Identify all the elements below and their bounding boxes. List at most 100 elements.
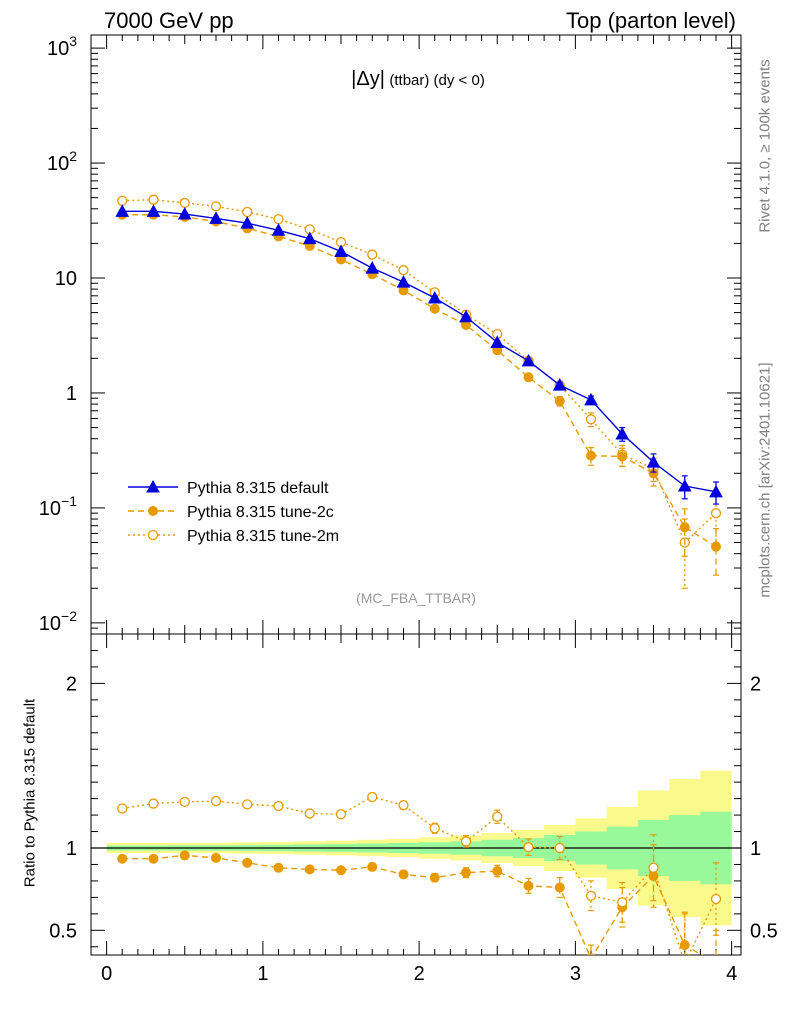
mcplots-reference-label: mcplots.cern.ch [arXiv:2401.10621]	[756, 362, 774, 598]
ratio-point	[367, 791, 378, 803]
legend-marker	[148, 506, 158, 516]
main-point	[586, 450, 596, 461]
legend-label: Pythia 8.315 tune-2c	[187, 504, 334, 521]
main-point	[584, 392, 598, 406]
ratio-point	[429, 823, 440, 834]
ratio-y-tick-label-right: 1	[750, 838, 761, 860]
legend-marker	[146, 479, 160, 493]
main-y-tick-label: 10	[55, 268, 77, 290]
main-point	[148, 194, 159, 205]
ratio-point	[304, 808, 315, 819]
main-point	[521, 353, 536, 367]
ratio-x-tick-label: 1	[257, 963, 268, 985]
ratio-point	[492, 866, 503, 877]
ratio-point	[210, 795, 222, 807]
ratio-y-tick-label-right: 2	[750, 673, 761, 695]
main-point	[398, 265, 409, 276]
main-line	[122, 210, 717, 493]
main-point	[677, 478, 692, 492]
ratio-point	[179, 796, 190, 808]
ratio-point	[492, 811, 503, 822]
main-y-tick-label: 10−2	[39, 608, 77, 635]
ratio-point	[587, 953, 595, 955]
main-point	[429, 303, 440, 314]
main-point	[209, 211, 223, 224]
ratio-y-tick-label: 1	[66, 838, 77, 860]
ratio-point	[585, 890, 597, 901]
main-point	[585, 414, 597, 425]
main-point	[679, 522, 690, 533]
main-point	[365, 261, 380, 274]
ratio-line	[122, 854, 704, 955]
ratio-point	[148, 853, 159, 864]
ratio-point	[335, 809, 347, 820]
ratio-x-tick-label: 0	[101, 963, 112, 985]
main-point	[179, 197, 190, 209]
main-line	[122, 214, 717, 548]
main-point	[427, 290, 442, 304]
ratio-point	[336, 865, 346, 876]
ratio-point	[211, 852, 221, 863]
main-y-tick-label: 10−1	[39, 493, 77, 520]
x-axis: 0 1 2 3 4	[101, 35, 737, 985]
ratio-plot-frame	[90, 633, 742, 956]
legend: Pythia 8.315 default Pythia 8.315 tune-2c…	[128, 479, 339, 545]
main-point	[273, 214, 284, 225]
ratio-point	[712, 959, 721, 968]
main-point	[210, 201, 222, 212]
ratio-point	[617, 897, 628, 908]
main-point	[334, 244, 348, 258]
main-point	[271, 223, 286, 236]
ratio-point	[398, 869, 409, 880]
main-point	[617, 451, 628, 462]
ratio-point	[523, 880, 534, 891]
ratio-point	[304, 864, 315, 875]
ratio-point	[367, 861, 378, 872]
main-point	[177, 207, 192, 220]
ratio-point	[242, 857, 253, 868]
ratio-x-tick-label: 2	[414, 963, 425, 985]
main-point	[552, 378, 567, 391]
rivet-version-label: Rivet 4.1.0, ≥ 100k events	[756, 59, 774, 233]
main-point	[646, 455, 661, 468]
main-point	[146, 204, 161, 217]
main-point	[367, 249, 378, 260]
main-point	[711, 541, 721, 552]
ratio-point	[680, 959, 689, 968]
main-point	[710, 508, 722, 519]
ratio-point	[117, 853, 128, 864]
main-point	[242, 206, 253, 218]
main-point	[302, 231, 317, 245]
ratio-point	[523, 842, 534, 853]
ratio-point	[273, 862, 284, 873]
ratio-point	[460, 836, 472, 847]
ratio-point	[117, 803, 128, 814]
main-y-tick-label: 103	[47, 33, 77, 60]
ratio-point	[273, 800, 284, 812]
main-point	[115, 204, 130, 217]
ratio-series-tune-2m	[117, 791, 722, 968]
main-series-default	[115, 204, 723, 505]
legend-label: Pythia 8.315 tune-2m	[187, 528, 339, 545]
ratio-y-tick-label: 0.5	[49, 920, 77, 942]
main-point	[615, 426, 630, 440]
main-y-tick-label: 1	[66, 383, 77, 405]
legend-marker	[147, 529, 159, 541]
main-point	[396, 275, 411, 288]
ratio-point	[148, 798, 159, 809]
main-y-tick-label: 102	[47, 148, 77, 175]
chart-title-main: |Δy|	[351, 68, 385, 90]
ratio-point	[461, 867, 471, 878]
ratio-point	[710, 893, 722, 905]
main-point	[554, 396, 565, 407]
ratio-point	[648, 862, 659, 873]
ratio-point	[554, 842, 565, 854]
ratio-point	[179, 850, 190, 861]
main-point	[709, 484, 723, 498]
main-point	[117, 195, 128, 206]
main-point	[490, 335, 505, 348]
chart-title-sub: (ttbar) (dy < 0)	[389, 72, 485, 89]
ratio-point	[398, 800, 409, 811]
main-point	[459, 309, 473, 323]
